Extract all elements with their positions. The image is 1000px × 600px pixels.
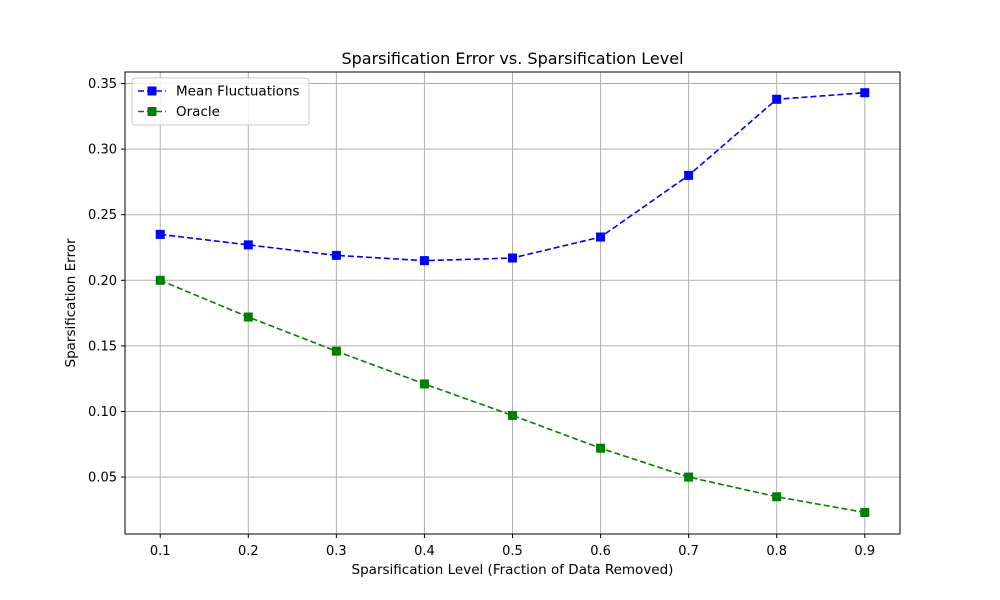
legend-entries: Mean Fluctuations Oracle — [138, 84, 300, 120]
data-point-marker — [860, 507, 870, 517]
y-tick-label: 0.20 — [88, 274, 117, 289]
data-point-marker — [772, 94, 782, 104]
series-mean-fluctuations — [155, 88, 870, 266]
data-point-marker — [155, 275, 165, 285]
legend-marker-swatch — [147, 107, 157, 116]
data-point-marker — [419, 379, 429, 389]
data-point-marker — [684, 472, 694, 482]
legend-entry: Oracle — [138, 104, 220, 120]
x-tick-label: 0.7 — [678, 544, 699, 559]
series-oracle — [155, 275, 870, 517]
data-point-marker — [596, 232, 606, 242]
x-axis-label: Sparsification Level (Fraction of Data R… — [352, 562, 674, 578]
legend: Mean Fluctuations Oracle — [131, 77, 310, 126]
data-point-marker — [772, 492, 782, 502]
data-point-marker — [419, 256, 429, 266]
y-tick-label: 0.15 — [88, 339, 117, 354]
y-tick-label: 0.35 — [88, 77, 117, 92]
data-point-marker — [243, 312, 253, 322]
legend-frame — [131, 77, 310, 126]
data-point-marker — [596, 443, 606, 453]
legend-marker-swatch — [147, 86, 157, 96]
chart-title: Sparsification Error vs. Sparsification … — [341, 49, 683, 68]
x-tick-label: 0.8 — [766, 544, 787, 559]
data-point-marker — [508, 410, 517, 420]
x-tick-label: 0.4 — [414, 544, 435, 559]
data-point-marker — [860, 88, 870, 98]
data-point-marker — [155, 229, 165, 239]
x-axis-ticks: 0.1 0.2 0.3 0.4 0.5 0.6 0.7 0.8 0.9 — [150, 534, 875, 559]
x-tick-label: 0.9 — [854, 544, 875, 559]
y-axis-label: Sparsification Error — [63, 238, 79, 367]
data-point-marker — [331, 346, 341, 356]
data-point-marker — [331, 250, 341, 260]
legend-label: Oracle — [176, 104, 220, 120]
data-point-marker — [684, 170, 694, 180]
legend-entry: Mean Fluctuations — [138, 84, 300, 100]
y-axis-ticks: 0.05 0.10 0.15 0.20 0.25 0.30 0.35 — [88, 77, 125, 486]
x-tick-label: 0.2 — [238, 544, 259, 559]
y-tick-label: 0.10 — [88, 405, 117, 420]
legend-label: Mean Fluctuations — [176, 84, 300, 100]
series-layer — [155, 88, 870, 517]
grid — [125, 72, 900, 534]
y-tick-label: 0.05 — [88, 471, 117, 486]
x-tick-label: 0.3 — [326, 544, 347, 559]
series-line — [159, 279, 865, 514]
x-tick-label: 0.1 — [150, 544, 171, 559]
x-tick-label: 0.6 — [590, 544, 611, 559]
data-point-marker — [243, 240, 253, 250]
x-tick-label: 0.5 — [502, 544, 523, 559]
data-point-marker — [508, 253, 517, 263]
y-tick-label: 0.25 — [88, 208, 117, 223]
y-tick-label: 0.30 — [88, 143, 117, 158]
